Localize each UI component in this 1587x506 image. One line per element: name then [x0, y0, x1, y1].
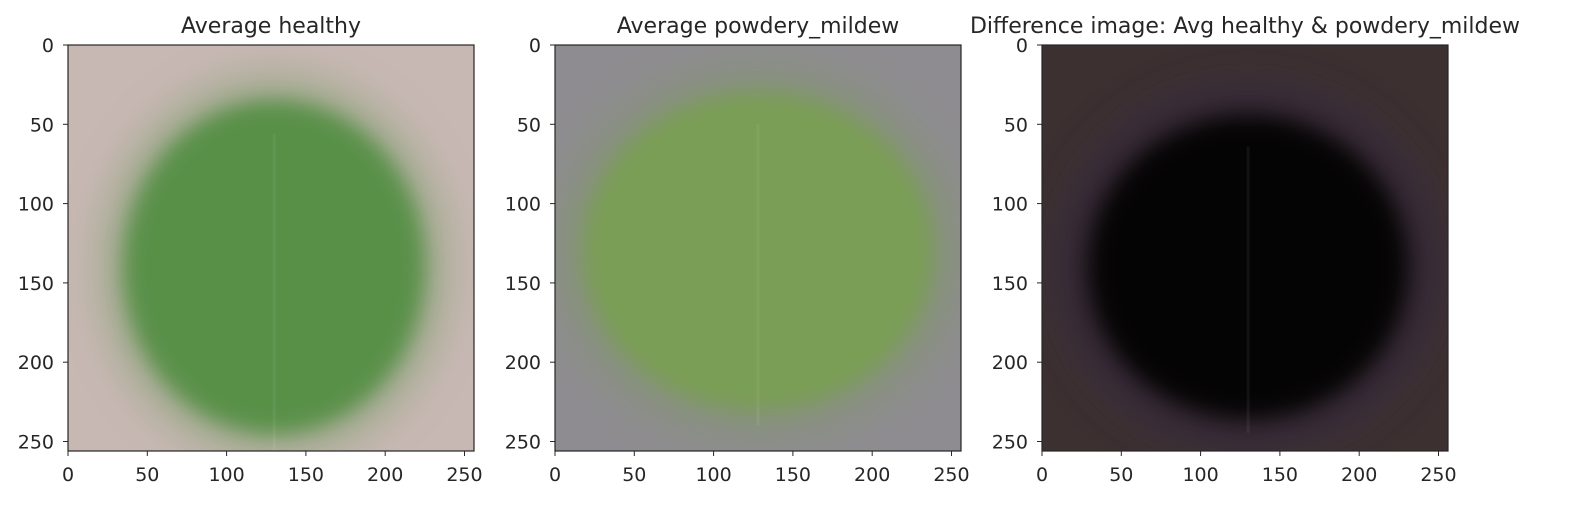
x-tick-label: 150 [288, 464, 324, 486]
x-tick-label: 100 [208, 464, 244, 486]
y-tick-label: 100 [505, 194, 541, 216]
leaf-blob [123, 100, 425, 434]
y-tick-label: 0 [529, 35, 541, 57]
x-tick-label: 50 [622, 464, 646, 486]
x-tick-label: 250 [933, 464, 969, 486]
x-tick-label: 150 [1262, 464, 1298, 486]
x-tick-label: 100 [695, 464, 731, 486]
y-tick-label: 200 [505, 352, 541, 374]
x-tick-label: 200 [367, 464, 403, 486]
subplot-2: Average powdery_mildew 0 50 100 150 200 250 0 50… [505, 14, 970, 486]
y-tick-label: 200 [18, 352, 54, 374]
x-tick-label: 50 [1109, 464, 1133, 486]
y-tick-label: 100 [992, 194, 1028, 216]
x-tick-label: 0 [549, 464, 561, 486]
image-2 [555, 45, 961, 451]
subplot-title: Average healthy [181, 14, 361, 39]
y-tick-label: 150 [505, 273, 541, 295]
y-tick-label: 250 [992, 431, 1028, 453]
leaf-blob [583, 92, 933, 410]
leaf-blob [1089, 116, 1407, 418]
x-tick-label: 0 [62, 464, 74, 486]
axes-frame [554, 44, 962, 452]
x-tick-label: 200 [854, 464, 890, 486]
x-tick-label: 0 [1036, 464, 1048, 486]
x-tick-label: 200 [1341, 464, 1377, 486]
image-1 [68, 45, 474, 451]
image-3 [1042, 45, 1448, 451]
x-tick-label: 100 [1182, 464, 1218, 486]
y-tick-label: 0 [1016, 35, 1028, 57]
y-tick-label: 50 [1004, 114, 1028, 136]
y-tick-label: 150 [18, 273, 54, 295]
x-tick-label: 50 [135, 464, 159, 486]
y-tick-label: 250 [18, 431, 54, 453]
y-tick-label: 200 [992, 352, 1028, 374]
x-tick-label: 150 [775, 464, 811, 486]
subplot-title: Average powdery_mildew [617, 14, 899, 39]
y-tick-label: 100 [18, 194, 54, 216]
y-tick-label: 150 [992, 273, 1028, 295]
y-tick-label: 0 [42, 35, 54, 57]
subplot-1: Average healthy 0 50 100 150 200 250 0 50 100 150 2… [18, 14, 483, 486]
y-tick-label: 50 [517, 114, 541, 136]
x-tick-label: 250 [1420, 464, 1456, 486]
y-tick-label: 250 [505, 431, 541, 453]
subplot-title: Difference image: Avg healthy & powdery_… [970, 14, 1520, 39]
x-tick-label: 250 [446, 464, 482, 486]
y-tick-label: 50 [30, 114, 54, 136]
axes-frame [1041, 44, 1449, 452]
subplot-3: Difference image: Avg healthy & powdery_… [970, 14, 1520, 486]
axes-frame [67, 44, 475, 452]
